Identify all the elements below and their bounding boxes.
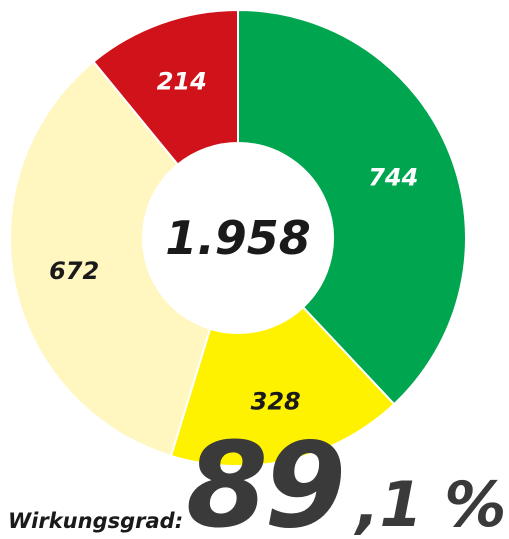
efficiency-caption: Wirkungsgrad: xyxy=(8,509,183,533)
efficiency-frac: ,1 % xyxy=(353,468,506,539)
total-label: 1.958 xyxy=(165,211,311,265)
slice xyxy=(237,8,467,406)
slice-label: 214 xyxy=(157,68,207,96)
slice-label: 744 xyxy=(368,164,418,192)
donut-hole xyxy=(143,143,333,333)
slice-label: 328 xyxy=(251,388,301,416)
slice xyxy=(9,60,212,458)
slice-label: 672 xyxy=(49,257,99,285)
efficiency-int: 89 xyxy=(186,416,342,539)
slices: 744 328 672 214 xyxy=(9,8,467,467)
